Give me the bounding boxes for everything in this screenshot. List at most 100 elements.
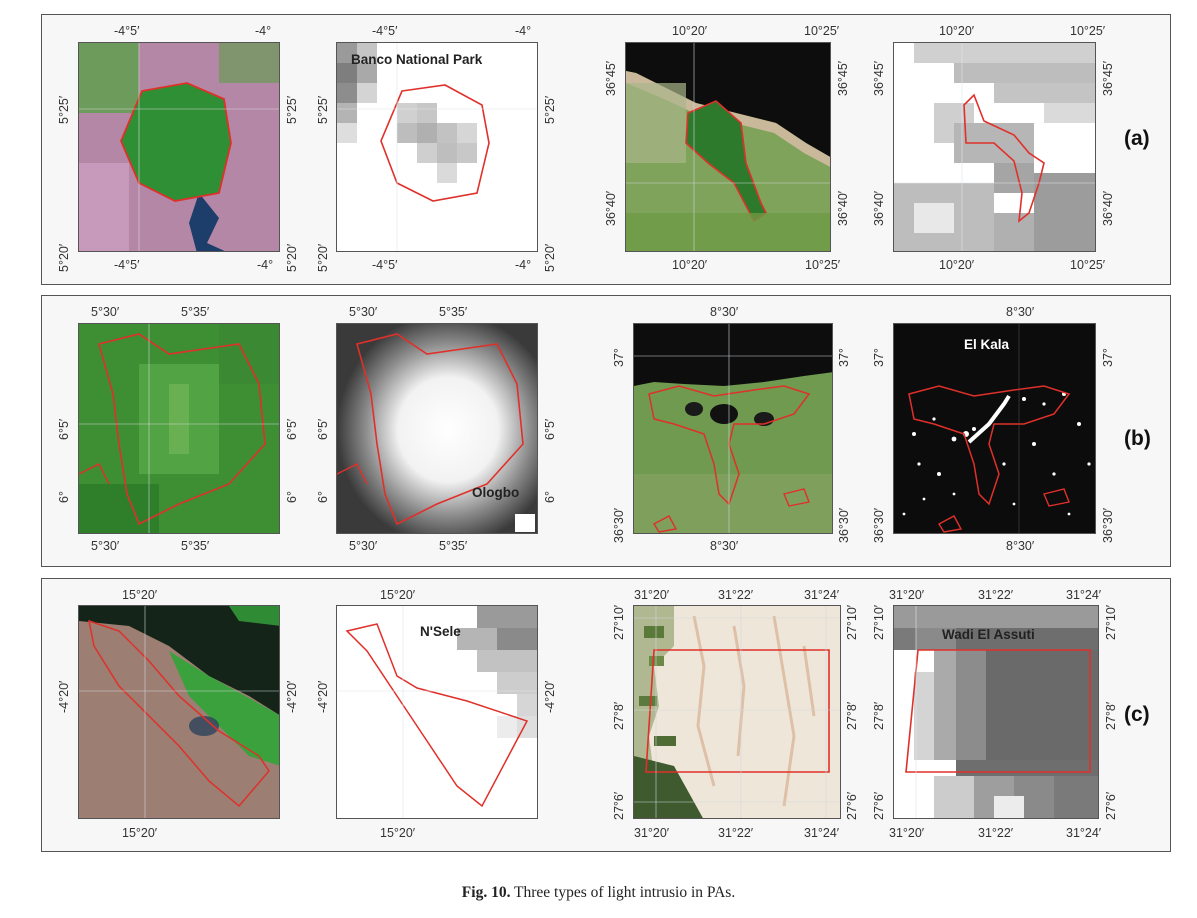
map-panel-elkala-satellite [633, 323, 833, 534]
map-panel-wadi-satellite [633, 605, 841, 819]
tick-right: 5°20′ [285, 243, 299, 272]
map-panel-banco-satellite [78, 42, 280, 252]
figure-caption: Fig. 10. Three types of light intrusio i… [0, 884, 1197, 902]
tick-top: 8°30′ [710, 305, 739, 319]
panel-label-banco: Banco National Park [351, 52, 483, 67]
tick-bottom: 10°25′ [805, 258, 841, 272]
tick-right: 27°10′ [845, 604, 859, 640]
tick-bottom: 5°35′ [181, 539, 210, 553]
tick-right: 36°45′ [836, 60, 850, 96]
tick-left: 36°45′ [872, 60, 886, 96]
tick-top: 5°30′ [91, 305, 120, 319]
tick-right: 27°6′ [1104, 791, 1118, 820]
tick-left: 5°25′ [316, 95, 330, 124]
map-panel-ologbo-satellite [78, 323, 280, 534]
tick-top: -4°5′ [372, 24, 398, 38]
caption-text: Three types of light intrusio in PAs. [510, 884, 736, 901]
tick-left: 5°20′ [57, 243, 71, 272]
tick-top: 5°35′ [439, 305, 468, 319]
tick-right: 6°5′ [543, 418, 557, 440]
row-a-tag: (a) [1124, 127, 1150, 150]
tick-right: 36°45′ [1101, 60, 1115, 96]
tick-right: 36°30′ [837, 507, 851, 543]
tick-right: 6°5′ [285, 418, 299, 440]
panel-label-el-kala: El Kala [964, 337, 1010, 352]
tick-top: 15°20′ [380, 588, 416, 602]
map-panel-a3-satellite [625, 42, 831, 252]
tick-top: 31°20′ [889, 588, 925, 602]
tick-left: 27°6′ [612, 791, 626, 820]
map-panel-elkala-light [893, 323, 1096, 534]
tick-right: 5°25′ [285, 95, 299, 124]
tick-left: 27°6′ [872, 791, 886, 820]
tick-top: 10°25′ [804, 24, 840, 38]
map-panel-a4-light [893, 42, 1096, 252]
tick-left: 27°10′ [872, 604, 886, 640]
tick-top: -4° [255, 24, 272, 38]
tick-left: 36°40′ [604, 190, 618, 226]
tick-bottom: 15°20′ [122, 826, 158, 840]
tick-left: 36°30′ [612, 507, 626, 543]
tick-left: -4°20′ [57, 680, 71, 713]
tick-right: 27°6′ [845, 791, 859, 820]
tick-left: 6°5′ [316, 418, 330, 440]
tick-left: 6°5′ [57, 418, 71, 440]
tick-right: 37° [837, 348, 851, 367]
tick-top: 5°30′ [349, 305, 378, 319]
tick-bottom: 10°25′ [1070, 258, 1106, 272]
row-c-tag: (c) [1124, 703, 1150, 726]
tick-top: -4°5′ [114, 24, 140, 38]
tick-bottom: -4° [515, 258, 532, 272]
tick-left: 36°45′ [604, 60, 618, 96]
tick-right: 36°40′ [836, 190, 850, 226]
tick-left: 37° [872, 348, 886, 367]
tick-left: 36°30′ [872, 507, 886, 543]
tick-left: 27°8′ [872, 701, 886, 730]
tick-right: 6° [285, 491, 299, 503]
tick-bottom: 5°30′ [91, 539, 120, 553]
tick-right: 27°8′ [1104, 701, 1118, 730]
tick-left: 6° [57, 491, 71, 503]
tick-bottom: 31°22′ [718, 826, 754, 840]
tick-bottom: 10°20′ [672, 258, 708, 272]
tick-top: 15°20′ [122, 588, 158, 602]
tick-left: 37° [612, 348, 626, 367]
tick-bottom: 8°30′ [1006, 539, 1035, 553]
tick-bottom: -4°5′ [114, 258, 140, 272]
tick-right: 36°40′ [1101, 190, 1115, 226]
panel-label-ologbo: Ologbo [472, 485, 520, 500]
tick-top: -4° [515, 24, 532, 38]
tick-top: 31°24′ [804, 588, 840, 602]
tick-right: 6° [543, 491, 557, 503]
tick-top: 31°24′ [1066, 588, 1102, 602]
tick-right: -4°20′ [285, 680, 299, 713]
tick-top: 10°25′ [1070, 24, 1106, 38]
tick-right: 36°30′ [1101, 507, 1115, 543]
tick-left: 5°20′ [316, 243, 330, 272]
caption-label: Fig. 10. [461, 884, 511, 901]
tick-left: 27°10′ [612, 604, 626, 640]
map-panel-ologbo-light [336, 323, 538, 534]
tick-bottom: -4° [257, 258, 274, 272]
tick-bottom: 5°35′ [439, 539, 468, 553]
map-panel-nsele-light [336, 605, 538, 819]
tick-bottom: 31°20′ [634, 826, 670, 840]
tick-right: 37° [1101, 348, 1115, 367]
tick-bottom: -4°5′ [372, 258, 398, 272]
tick-right: 5°25′ [543, 95, 557, 124]
tick-left: 27°8′ [612, 701, 626, 730]
tick-top: 8°30′ [1006, 305, 1035, 319]
tick-bottom: 15°20′ [380, 826, 416, 840]
tick-top: 31°20′ [634, 588, 670, 602]
tick-right: 27°8′ [845, 701, 859, 730]
map-panel-banco-light [336, 42, 538, 252]
tick-bottom: 8°30′ [710, 539, 739, 553]
panel-label-wadi-el-assuti: Wadi El Assuti [942, 627, 1035, 642]
tick-bottom: 5°30′ [349, 539, 378, 553]
tick-right: 5°20′ [543, 243, 557, 272]
tick-bottom: 31°24′ [1066, 826, 1102, 840]
tick-left: -4°20′ [316, 680, 330, 713]
tick-bottom: 31°22′ [978, 826, 1014, 840]
map-panel-nsele-satellite [78, 605, 280, 819]
tick-left: 6° [316, 491, 330, 503]
